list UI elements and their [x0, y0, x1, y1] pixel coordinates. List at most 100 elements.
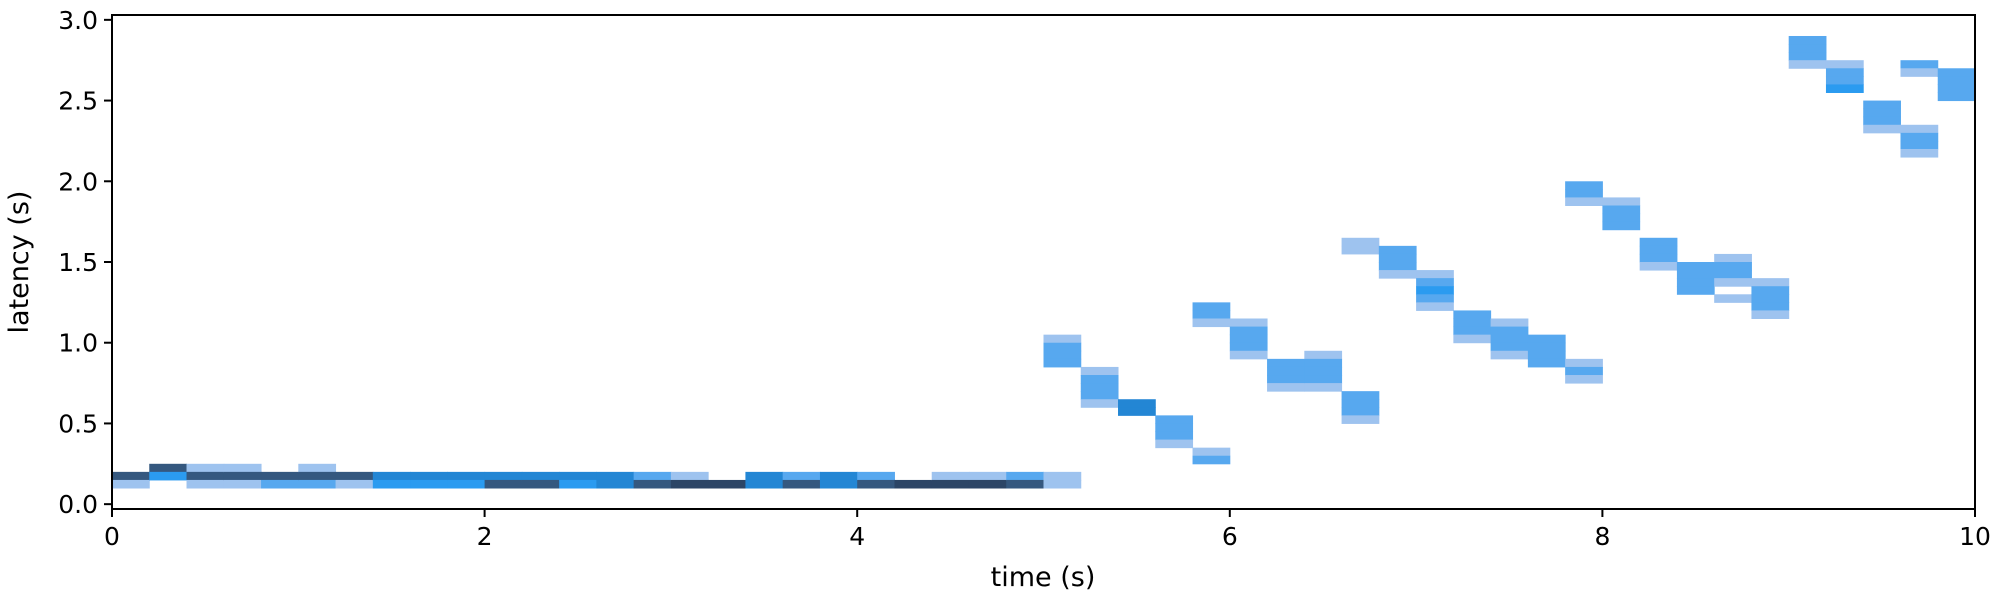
y-tick-label: 1.0: [58, 329, 98, 358]
heatmap-cell: [261, 479, 299, 489]
y-tick-label: 0.5: [58, 409, 98, 438]
heatmap-cell: [708, 479, 746, 489]
heatmap-cell: [1229, 326, 1268, 336]
heatmap-cell: [1267, 366, 1305, 376]
heatmap-cell: [1453, 334, 1492, 344]
heatmap-cell: [819, 479, 858, 489]
heatmap-cell: [298, 479, 337, 489]
heatmap-cell: [745, 471, 784, 481]
heatmap-cell: [1341, 237, 1380, 247]
y-tick-label: 3.0: [58, 6, 98, 35]
heatmap-cell: [931, 471, 970, 481]
heatmap-cell: [149, 463, 188, 473]
heatmap-cell: [1341, 399, 1380, 408]
heatmap-cell: [1043, 342, 1082, 352]
heatmap-cell: [447, 479, 486, 489]
heatmap-cell: [223, 479, 262, 489]
heatmap-cell: [1900, 60, 1939, 69]
heatmap-cell: [1825, 60, 1864, 69]
heatmap-cell: [1341, 391, 1380, 400]
heatmap-cell: [1155, 439, 1194, 449]
x-tick-label: 6: [1222, 522, 1238, 551]
heatmap-cell: [1043, 479, 1082, 489]
heatmap-cell: [1416, 278, 1454, 287]
heatmap-cell: [1937, 84, 1976, 93]
heatmap-cell: [447, 471, 486, 481]
heatmap-cell: [1937, 76, 1976, 85]
heatmap-cell: [1788, 60, 1827, 69]
x-axis-label: time (s): [991, 562, 1096, 593]
heatmap-cell: [1304, 375, 1343, 384]
heatmap-cell: [1714, 294, 1752, 303]
heatmap-cell: [1267, 358, 1305, 368]
heatmap-cell: [968, 479, 1007, 489]
heatmap-cell: [1527, 350, 1566, 360]
heatmap-cell: [1676, 278, 1715, 287]
heatmap-cell: [223, 471, 262, 481]
heatmap-cell: [1378, 245, 1417, 255]
heatmap-cell: [1416, 286, 1454, 295]
heatmap-cell: [1751, 302, 1790, 311]
heatmap-cell: [1863, 124, 1901, 134]
heatmap-cell: [1639, 237, 1678, 247]
heatmap-cell: [968, 471, 1007, 481]
heatmap-cell: [1416, 302, 1454, 311]
heatmap-cell: [857, 471, 895, 481]
x-tick-label: 8: [1594, 522, 1610, 551]
heatmap-cell: [1490, 326, 1529, 336]
heatmap-cell: [1565, 189, 1603, 198]
heatmap-cell: [1714, 270, 1752, 279]
heatmap-cell: [223, 463, 262, 473]
heatmap-cell: [1378, 262, 1417, 271]
heatmap-cell: [186, 471, 225, 481]
heatmap-cell: [186, 479, 225, 489]
heatmap-cell: [1602, 213, 1641, 223]
heatmap-cell: [1043, 358, 1082, 368]
heatmap-cell: [1080, 366, 1119, 376]
heatmap-cell: [1192, 310, 1231, 319]
heatmap-cell: [1937, 92, 1976, 102]
heatmap-cell: [186, 463, 225, 473]
heatmap-cell: [1714, 253, 1752, 263]
heatmap-cell: [1080, 383, 1119, 392]
heatmap-cell: [1602, 221, 1641, 231]
heatmap-cell: [1676, 262, 1715, 271]
y-tick-label: 2.0: [58, 167, 98, 196]
heatmap-cell: [1751, 278, 1790, 287]
heatmap-cell: [1304, 358, 1343, 368]
x-tick-label: 0: [104, 522, 120, 551]
heatmap-cell: [1490, 342, 1529, 352]
heatmap-cell: [1155, 415, 1194, 424]
heatmap-cell: [1565, 358, 1603, 368]
heatmap-cell: [819, 471, 858, 481]
x-tick-label: 10: [1959, 522, 1991, 551]
heatmap-cell: [484, 471, 523, 481]
heatmap-cell: [894, 479, 933, 489]
heatmap-cell: [1676, 270, 1715, 279]
heatmap-cell: [1192, 447, 1231, 457]
heatmap-cell: [521, 471, 560, 481]
heatmap-cell: [931, 479, 970, 489]
heatmap-cell: [1714, 262, 1752, 271]
heatmap-cell: [1304, 350, 1343, 360]
heatmap-cell: [1155, 431, 1194, 441]
y-axis-label: latency (s): [4, 191, 35, 334]
heatmap-cell: [1714, 278, 1752, 287]
y-tick-label: 2.5: [58, 87, 98, 116]
heatmap-cell: [335, 471, 374, 481]
heatmap-cell: [1155, 423, 1194, 433]
heatmap-cell: [1825, 76, 1864, 85]
heatmap-cell: [1900, 68, 1939, 77]
heatmap-cell: [261, 471, 299, 481]
heatmap-cell: [1341, 415, 1380, 424]
heatmap-cell: [1043, 350, 1082, 360]
heatmap-cell: [1900, 132, 1939, 142]
heatmap-cell: [633, 471, 672, 481]
heatmap-cell: [1304, 383, 1343, 392]
heatmap-cell: [1118, 399, 1156, 408]
heatmap-cell: [1229, 318, 1268, 328]
y-tick-label: 0.0: [58, 490, 98, 519]
heatmap-cell: [782, 479, 821, 489]
heatmap-cell: [1900, 124, 1939, 134]
